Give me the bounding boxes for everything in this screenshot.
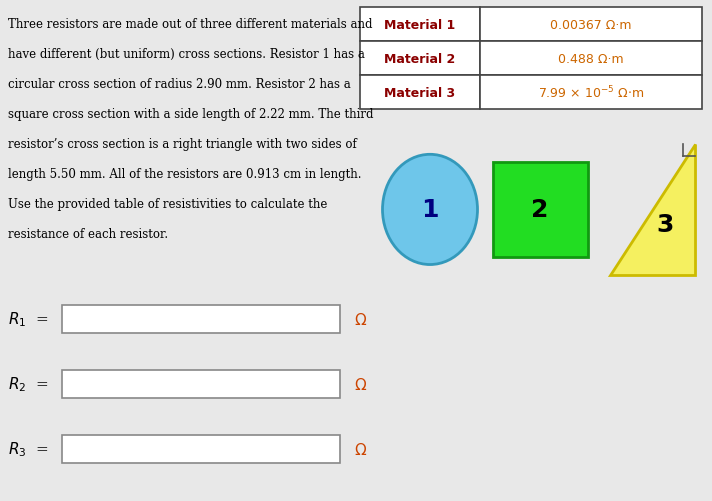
Text: 7.99 $\times$ 10$^{-5}$ $\Omega$$\cdot$m: 7.99 $\times$ 10$^{-5}$ $\Omega$$\cdot$m <box>538 85 644 101</box>
Bar <box>62 370 340 398</box>
Text: square cross section with a side length of 2.22 mm. The third: square cross section with a side length … <box>8 108 374 121</box>
Text: Material 3: Material 3 <box>384 87 456 100</box>
Text: 2: 2 <box>531 198 549 222</box>
Text: $R_1$  =: $R_1$ = <box>8 310 48 328</box>
Text: length 5.50 mm. All of the resistors are 0.913 cm in length.: length 5.50 mm. All of the resistors are… <box>8 168 362 181</box>
Text: Use the provided table of resistivities to calculate the: Use the provided table of resistivities … <box>8 198 328 211</box>
Bar <box>480 8 702 42</box>
Text: $\Omega$: $\Omega$ <box>354 376 367 392</box>
Text: $\Omega$: $\Omega$ <box>354 441 367 457</box>
Ellipse shape <box>382 155 478 265</box>
Text: 1: 1 <box>422 198 439 222</box>
Text: resistance of each resistor.: resistance of each resistor. <box>8 228 168 241</box>
Text: $R_3$  =: $R_3$ = <box>8 440 48 458</box>
Text: $\Omega$: $\Omega$ <box>354 311 367 327</box>
Text: Three resistors are made out of three different materials and: Three resistors are made out of three di… <box>8 18 372 31</box>
Bar <box>480 42 702 76</box>
Bar <box>62 435 340 463</box>
Text: $R_2$  =: $R_2$ = <box>8 375 48 393</box>
Text: Material 1: Material 1 <box>384 19 456 32</box>
Text: Material 2: Material 2 <box>384 53 456 66</box>
Bar <box>360 42 480 76</box>
Polygon shape <box>610 145 695 275</box>
Text: 3: 3 <box>656 213 674 237</box>
Bar <box>493 162 587 258</box>
Text: 0.488 Ω·m: 0.488 Ω·m <box>558 53 624 66</box>
Text: circular cross section of radius 2.90 mm. Resistor 2 has a: circular cross section of radius 2.90 mm… <box>8 78 351 91</box>
Bar <box>360 76 480 110</box>
Bar <box>480 76 702 110</box>
Text: 0.00367 Ω·m: 0.00367 Ω·m <box>550 19 632 32</box>
Text: resistor’s cross section is a right triangle with two sides of: resistor’s cross section is a right tria… <box>8 138 357 151</box>
Bar <box>62 305 340 333</box>
Text: have different (but uniform) cross sections. Resistor 1 has a: have different (but uniform) cross secti… <box>8 48 365 61</box>
Bar <box>360 8 480 42</box>
